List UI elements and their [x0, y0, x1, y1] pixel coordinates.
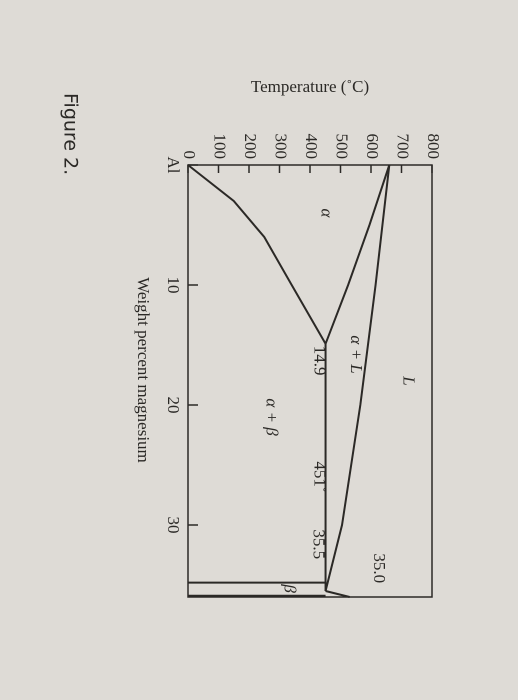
region-label: α + L [347, 335, 366, 373]
y-tick-label: 100 [211, 134, 230, 160]
y-tick-label: 200 [241, 134, 260, 160]
region-label: β [281, 583, 300, 593]
region-label: α [317, 209, 336, 219]
region-label: 14.9 [311, 346, 330, 376]
y-tick-label: 0 [180, 151, 199, 160]
region-label: L [400, 375, 419, 385]
y-tick-label: 600 [363, 134, 382, 160]
phase-boundary [325, 590, 350, 598]
y-tick-label: 300 [272, 134, 291, 160]
x-tick-label: 20 [164, 397, 183, 414]
phase-boundary [187, 164, 327, 345]
caption: Figure 2. [60, 93, 82, 175]
region-label: 35.0 [370, 553, 389, 583]
phase-boundary [324, 164, 391, 592]
x-tick-label: 10 [164, 277, 183, 294]
x-axis-label: Weight percent magnesium [134, 277, 153, 463]
x-tick-label: Al [164, 157, 183, 174]
y-axis-label: Temperature (˚C) [251, 77, 369, 96]
region-label: 35.5 [310, 529, 329, 559]
y-tick-label: 400 [302, 134, 321, 160]
y-tick-label: 500 [333, 134, 352, 160]
phase-boundary [324, 164, 391, 345]
chart: 0 100 200 300 400 500 600 700 800 Al 10 20 30 Tempera… [60, 77, 443, 598]
region-label: α + β [262, 398, 281, 436]
x-tick-label: 30 [164, 517, 183, 534]
y-tick-label: 700 [394, 134, 413, 160]
y-tick-label: 800 [424, 134, 443, 160]
region-label: 451˚ [311, 461, 330, 492]
